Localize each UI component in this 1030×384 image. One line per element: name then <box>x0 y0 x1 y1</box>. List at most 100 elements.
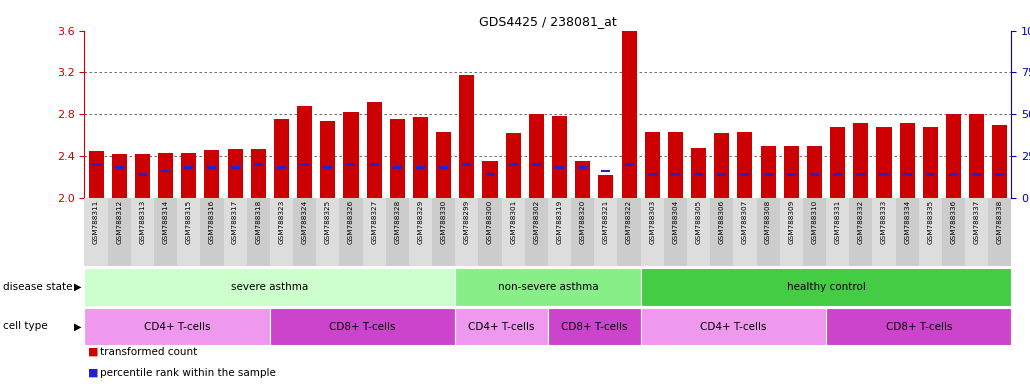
Bar <box>370 163 379 166</box>
Bar <box>459 74 475 198</box>
Bar <box>416 166 425 169</box>
Bar <box>965 198 988 266</box>
Bar <box>367 102 382 198</box>
Bar <box>598 175 614 198</box>
Text: GSM788317: GSM788317 <box>232 200 238 244</box>
Bar <box>154 198 177 266</box>
Bar <box>502 198 524 266</box>
Bar <box>84 198 107 266</box>
Bar <box>833 173 843 175</box>
Bar <box>645 132 660 198</box>
Bar <box>84 308 270 345</box>
Bar <box>756 198 780 266</box>
Bar <box>506 133 521 198</box>
Bar <box>849 198 872 266</box>
Bar <box>92 163 101 166</box>
Bar <box>413 118 428 198</box>
Bar <box>478 198 502 266</box>
Text: GSM788319: GSM788319 <box>556 200 562 244</box>
Bar <box>436 132 451 198</box>
Text: CD8+ T-cells: CD8+ T-cells <box>330 321 396 332</box>
Bar <box>439 166 448 169</box>
Bar <box>339 198 363 266</box>
Text: GSM788332: GSM788332 <box>858 200 864 244</box>
Text: GSM788316: GSM788316 <box>209 200 215 244</box>
Text: GSM788311: GSM788311 <box>93 200 99 244</box>
Bar <box>552 116 568 198</box>
Bar <box>294 198 316 266</box>
Bar <box>780 198 803 266</box>
Text: GSM788329: GSM788329 <box>417 200 423 244</box>
Title: GDS4425 / 238081_at: GDS4425 / 238081_at <box>479 15 617 28</box>
Bar <box>663 198 687 266</box>
Bar <box>667 132 683 198</box>
Bar <box>184 166 194 169</box>
Bar <box>760 146 776 198</box>
Bar <box>687 198 710 266</box>
Text: GSM788306: GSM788306 <box>719 200 725 244</box>
Bar <box>830 127 846 198</box>
Bar <box>594 198 617 266</box>
Text: GSM788327: GSM788327 <box>371 200 377 244</box>
Text: GSM788307: GSM788307 <box>742 200 748 244</box>
Bar <box>392 166 402 169</box>
Bar <box>989 198 1011 266</box>
Text: GSM788305: GSM788305 <box>695 200 701 244</box>
Bar <box>691 148 707 198</box>
Bar <box>108 198 131 266</box>
Bar <box>641 268 1011 306</box>
Bar <box>856 173 865 175</box>
Bar <box>204 150 219 198</box>
Text: GSM788313: GSM788313 <box>139 200 145 244</box>
Bar <box>810 173 819 175</box>
Text: GSM788334: GSM788334 <box>904 200 911 244</box>
Bar <box>733 198 756 266</box>
Bar <box>741 173 750 175</box>
Bar <box>694 173 703 175</box>
Bar <box>528 114 544 198</box>
Text: GSM788318: GSM788318 <box>255 200 262 244</box>
Text: CD4+ T-cells: CD4+ T-cells <box>700 321 766 332</box>
Bar <box>181 153 197 198</box>
Text: transformed count: transformed count <box>100 347 197 357</box>
Text: GSM788310: GSM788310 <box>812 200 818 244</box>
Bar <box>641 308 826 345</box>
Text: GSM788308: GSM788308 <box>765 200 771 244</box>
Bar <box>201 198 224 266</box>
Bar <box>803 198 826 266</box>
Text: non-severe asthma: non-severe asthma <box>497 282 598 292</box>
Bar <box>787 173 796 175</box>
Bar <box>826 308 1011 345</box>
Bar <box>462 163 472 166</box>
Bar <box>763 173 772 175</box>
Bar <box>320 121 336 198</box>
Bar <box>714 133 729 198</box>
Text: GSM788301: GSM788301 <box>510 200 516 244</box>
Bar <box>297 106 312 198</box>
Text: GSM788323: GSM788323 <box>278 200 284 244</box>
Bar <box>578 166 587 169</box>
Bar <box>247 198 270 266</box>
Bar <box>784 146 799 198</box>
Text: GSM788328: GSM788328 <box>394 200 401 244</box>
Text: CD8+ T-cells: CD8+ T-cells <box>561 321 627 332</box>
Text: CD8+ T-cells: CD8+ T-cells <box>886 321 952 332</box>
Bar <box>228 149 243 198</box>
Bar <box>969 114 985 198</box>
Bar <box>571 198 594 266</box>
Bar <box>902 173 912 175</box>
Bar <box>525 198 548 266</box>
Text: CD4+ T-cells: CD4+ T-cells <box>469 321 535 332</box>
Bar <box>555 166 564 169</box>
Bar <box>548 308 641 345</box>
Text: severe asthma: severe asthma <box>231 282 309 292</box>
Text: GSM788322: GSM788322 <box>626 200 632 244</box>
Text: disease state: disease state <box>3 282 72 292</box>
Text: GSM788330: GSM788330 <box>441 200 447 244</box>
Bar <box>131 198 154 266</box>
Bar <box>323 166 333 169</box>
Text: percentile rank within the sample: percentile rank within the sample <box>100 368 276 378</box>
Bar <box>946 114 961 198</box>
Bar <box>531 163 541 166</box>
Text: GSM788315: GSM788315 <box>185 200 192 244</box>
